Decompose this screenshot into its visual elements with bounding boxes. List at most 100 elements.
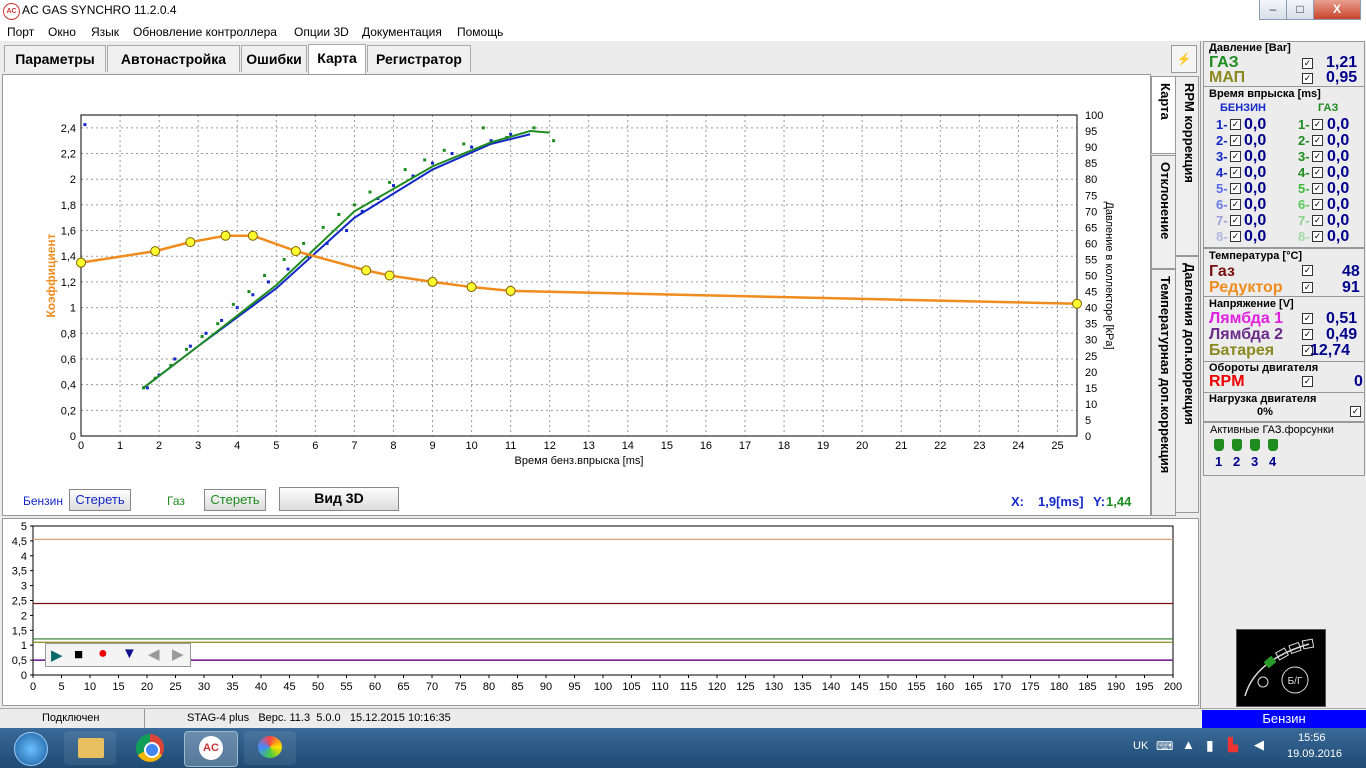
lambda1-checkbox[interactable]: ✓ [1302, 313, 1313, 324]
keyboard-language[interactable]: UK [1133, 740, 1149, 752]
gas-injector-checkbox[interactable]: ✓ [1312, 119, 1323, 130]
gas-scatter-point [216, 322, 220, 326]
gas-injector-checkbox[interactable]: ✓ [1312, 151, 1323, 162]
y-tick-label: 2,4 [61, 123, 76, 135]
map-pressure-checkbox[interactable]: ✓ [1302, 73, 1313, 84]
gas-injector-indicator: 3 [1248, 437, 1262, 471]
x-tick-label: 65 [397, 681, 409, 693]
gas-injector-checkbox[interactable]: ✓ [1312, 167, 1323, 178]
record-icon[interactable]: ● [98, 645, 108, 662]
clock-date[interactable]: 19.09.2016 [1287, 748, 1343, 760]
chrome-icon[interactable] [124, 731, 176, 765]
gas-injector-checkbox[interactable]: ✓ [1312, 215, 1323, 226]
marker-icon[interactable]: ▼ [122, 645, 137, 662]
tab-map[interactable]: Карта [308, 44, 366, 74]
status-divider [144, 709, 145, 728]
menu-options-3d[interactable]: Опции 3D [294, 25, 349, 39]
side-tab-temperature-correction[interactable]: Температурная доп.коррекция [1151, 269, 1176, 516]
y-tick-label: 2,5 [12, 596, 27, 608]
benzin-injector-checkbox[interactable]: ✓ [1230, 151, 1241, 162]
side-tab-pressure-correction[interactable]: Давления доп.коррекция [1175, 256, 1199, 513]
gas-injector-checkbox[interactable]: ✓ [1312, 135, 1323, 146]
fuel-switch-gauge[interactable]: Б/Г [1236, 629, 1326, 707]
map-chart[interactable]: 0 1 2 3 4 5 6 7 8 9 10 11 12 13 14 15 16 17 18 19 20 21 22 23 24… [3, 75, 1150, 515]
lambda2-checkbox[interactable]: ✓ [1302, 329, 1313, 340]
benzin-injector-checkbox[interactable]: ✓ [1230, 231, 1241, 242]
clock-time[interactable]: 15:56 [1298, 732, 1326, 744]
benzin-injector-checkbox[interactable]: ✓ [1230, 167, 1241, 178]
tab-errors[interactable]: Ошибки [241, 45, 307, 72]
next-icon[interactable]: ▶ [172, 646, 184, 663]
menu-port[interactable]: Порт [7, 25, 35, 39]
explorer-icon[interactable] [64, 731, 116, 765]
prev-icon[interactable]: ◀ [148, 646, 160, 663]
load-checkbox[interactable]: ✓ [1350, 406, 1361, 417]
y-tick-label: 0,5 [12, 655, 27, 667]
maximize-button[interactable]: □ [1286, 0, 1314, 20]
y-tick-label: 1,5 [12, 625, 27, 637]
battery-value: 12,74 [1310, 342, 1351, 359]
view-3d-button[interactable]: Вид 3D [279, 487, 399, 511]
lambda1-value: 0,51 [1326, 310, 1358, 327]
menu-language[interactable]: Язык [91, 25, 120, 39]
gas-injector-checkbox[interactable]: ✓ [1312, 199, 1323, 210]
x-tick-label: 18 [778, 440, 790, 452]
menu-help[interactable]: Помощь [457, 25, 504, 39]
side-tab-deviation[interactable]: Отклонение [1151, 155, 1176, 269]
volume-tray-icon[interactable]: ◀ [1254, 737, 1264, 752]
gas-pressure-checkbox[interactable]: ✓ [1302, 58, 1313, 69]
benzin-scatter-point [173, 357, 177, 361]
coefficient-line [80, 234, 1078, 305]
lambda1-label: Лямбда 1 [1209, 310, 1284, 327]
menu-documentation[interactable]: Документация [362, 25, 442, 39]
x-tick-label: 14 [622, 440, 634, 452]
flash-icon[interactable]: ⚡ [1171, 45, 1197, 73]
minimize-button[interactable]: – [1259, 0, 1287, 20]
x-tick-label: 125 [736, 681, 754, 693]
y-tick-label: 1,2 [61, 277, 76, 289]
menu-update-controller[interactable]: Обновление контроллера [133, 25, 277, 39]
rpm-checkbox[interactable]: ✓ [1302, 376, 1313, 387]
start-button-icon[interactable] [14, 732, 48, 766]
play-icon[interactable]: ▶ [51, 647, 63, 664]
keyboard-icon[interactable]: ⌨ [1156, 739, 1174, 753]
battery-checkbox[interactable]: ✓ [1302, 345, 1313, 356]
reducer-temp-checkbox[interactable]: ✓ [1302, 282, 1313, 293]
gas-injector-value: 0,0 [1327, 132, 1350, 149]
y2-tick-label: 0 [1085, 431, 1091, 443]
right-panel: Давление [Bar] ГАЗ ✓ 1,21 МАП ✓ 0,95 Вре… [1200, 41, 1366, 708]
y-tick-label: 0,6 [61, 354, 76, 366]
gas-injector-checkbox[interactable]: ✓ [1312, 231, 1323, 242]
recorder-plot[interactable]: 00,511,522,533,544,550 5 10 15 20 25 30 35 40 45 5… [3, 519, 1198, 705]
close-button[interactable]: X [1313, 0, 1361, 20]
side-tab-rpm-correction[interactable]: RPM коррекция [1175, 76, 1199, 256]
network-tray-icon[interactable]: ▙ [1228, 737, 1238, 752]
x-tick-label: 20 [141, 681, 153, 693]
gas-pressure-value: 1,21 [1326, 54, 1358, 71]
tray-arrow-icon[interactable]: ▲ [1182, 737, 1195, 752]
benzin-clear-button[interactable]: Стереть [69, 489, 131, 511]
side-tab-map[interactable]: Карта [1151, 76, 1176, 154]
benzin-injector-checkbox[interactable]: ✓ [1230, 199, 1241, 210]
tab-parameters[interactable]: Параметры [4, 45, 106, 72]
y-tick-label: 3 [21, 581, 27, 593]
benzin-injector-checkbox[interactable]: ✓ [1230, 215, 1241, 226]
benzin-injector-checkbox[interactable]: ✓ [1230, 135, 1241, 146]
gas-injector-checkbox[interactable]: ✓ [1312, 183, 1323, 194]
x-tick-label: 40 [255, 681, 267, 693]
menu-window[interactable]: Окно [48, 25, 76, 39]
gas-temp-checkbox[interactable]: ✓ [1302, 265, 1313, 276]
benzin-injector-checkbox[interactable]: ✓ [1230, 183, 1241, 194]
tab-autotune[interactable]: Автонастройка [107, 45, 240, 72]
coefficient-point [76, 257, 86, 268]
ac-gas-synchro-taskbar-icon[interactable]: AC [184, 731, 238, 767]
x-tick-label: 21 [895, 440, 907, 452]
y2-tick-label: 45 [1085, 287, 1097, 299]
battery-tray-icon[interactable]: ▮ [1206, 737, 1214, 753]
benzin-injector-checkbox[interactable]: ✓ [1230, 119, 1241, 130]
stop-icon[interactable]: ■ [74, 646, 84, 663]
paint-icon[interactable] [244, 731, 296, 765]
gauge-button-ring[interactable] [1281, 666, 1309, 694]
tab-recorder[interactable]: Регистратор [367, 45, 471, 72]
gas-clear-button[interactable]: Стереть [204, 489, 266, 511]
